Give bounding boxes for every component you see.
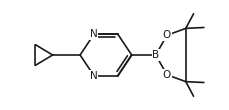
Text: O: O [163, 70, 171, 80]
Text: N: N [90, 29, 98, 39]
Text: B: B [152, 50, 159, 60]
Text: N: N [90, 71, 98, 81]
Text: O: O [163, 30, 171, 40]
